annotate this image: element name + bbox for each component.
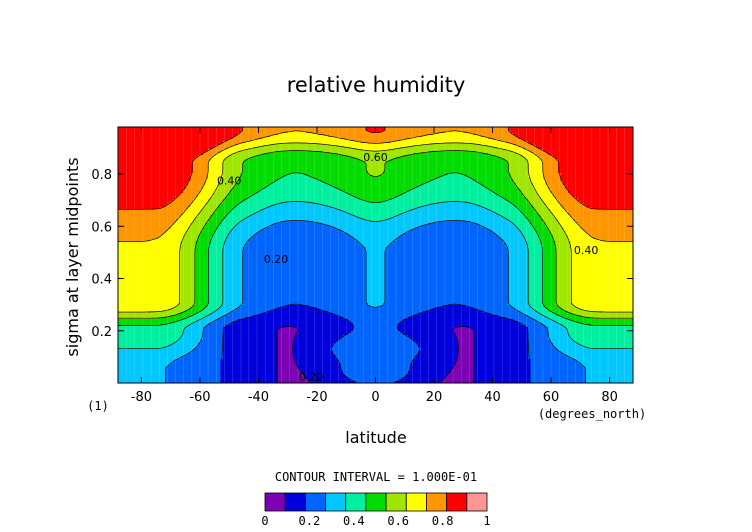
chart-title: relative humidity xyxy=(287,73,466,97)
plot-area: 0.600.400.400.200.20 xyxy=(118,127,633,383)
